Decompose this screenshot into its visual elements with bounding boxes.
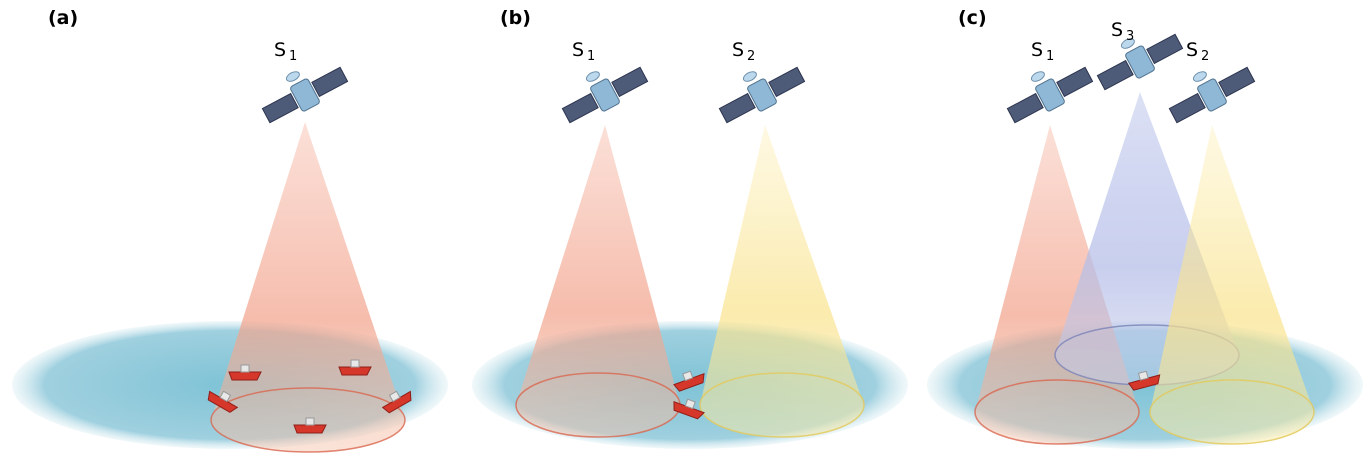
- satellite-name: S: [572, 39, 584, 61]
- ship-cabin: [351, 360, 359, 367]
- solar-panel: [1169, 94, 1205, 123]
- panel-label: (c): [958, 7, 987, 29]
- solar-panel: [1007, 94, 1043, 123]
- antenna: [742, 70, 758, 84]
- satellite: [711, 51, 807, 128]
- ship-cabin: [1139, 371, 1149, 380]
- solar-panel: [1057, 67, 1093, 96]
- solar-panel: [719, 94, 755, 123]
- antenna: [285, 70, 301, 84]
- beam-cone: [700, 125, 864, 437]
- beam-cone: [211, 122, 405, 452]
- satellite: [554, 51, 650, 128]
- satellite-name: S: [1186, 39, 1198, 61]
- antenna: [1192, 70, 1208, 84]
- ship-cabin: [241, 365, 249, 372]
- solar-panel: [769, 67, 805, 96]
- satellite-name: S: [732, 39, 744, 61]
- antenna: [1030, 70, 1046, 84]
- solar-panel: [312, 67, 348, 96]
- antenna: [585, 70, 601, 84]
- satellite-name: S: [274, 39, 286, 61]
- solar-panel: [1097, 61, 1133, 90]
- ship-hull: [229, 372, 261, 380]
- satellite-index: 1: [289, 49, 297, 64]
- satellite-name: S: [1111, 19, 1123, 41]
- ship-cabin: [306, 418, 314, 425]
- solar-panel: [262, 94, 298, 123]
- satellite-index: 1: [1046, 49, 1054, 64]
- ship-hull: [294, 425, 326, 433]
- beam-cone: [516, 125, 680, 437]
- satellite-index: 3: [1126, 29, 1134, 44]
- satellite-index: 2: [747, 49, 755, 64]
- solar-panel: [1147, 34, 1183, 63]
- solar-panel: [562, 94, 598, 123]
- panel-label: (a): [48, 7, 78, 29]
- panel-label: (b): [500, 7, 531, 29]
- solar-panel: [612, 67, 648, 96]
- satellite-index: 1: [587, 49, 595, 64]
- satellite: [254, 51, 350, 128]
- satellite-name: S: [1031, 39, 1043, 61]
- diagram: (a)S1(b)S1S2(c)S1S3S2: [0, 0, 1369, 459]
- solar-panel: [1219, 67, 1255, 96]
- satellite: [1089, 18, 1185, 95]
- ship-hull: [339, 367, 371, 375]
- satellite-index: 2: [1201, 49, 1209, 64]
